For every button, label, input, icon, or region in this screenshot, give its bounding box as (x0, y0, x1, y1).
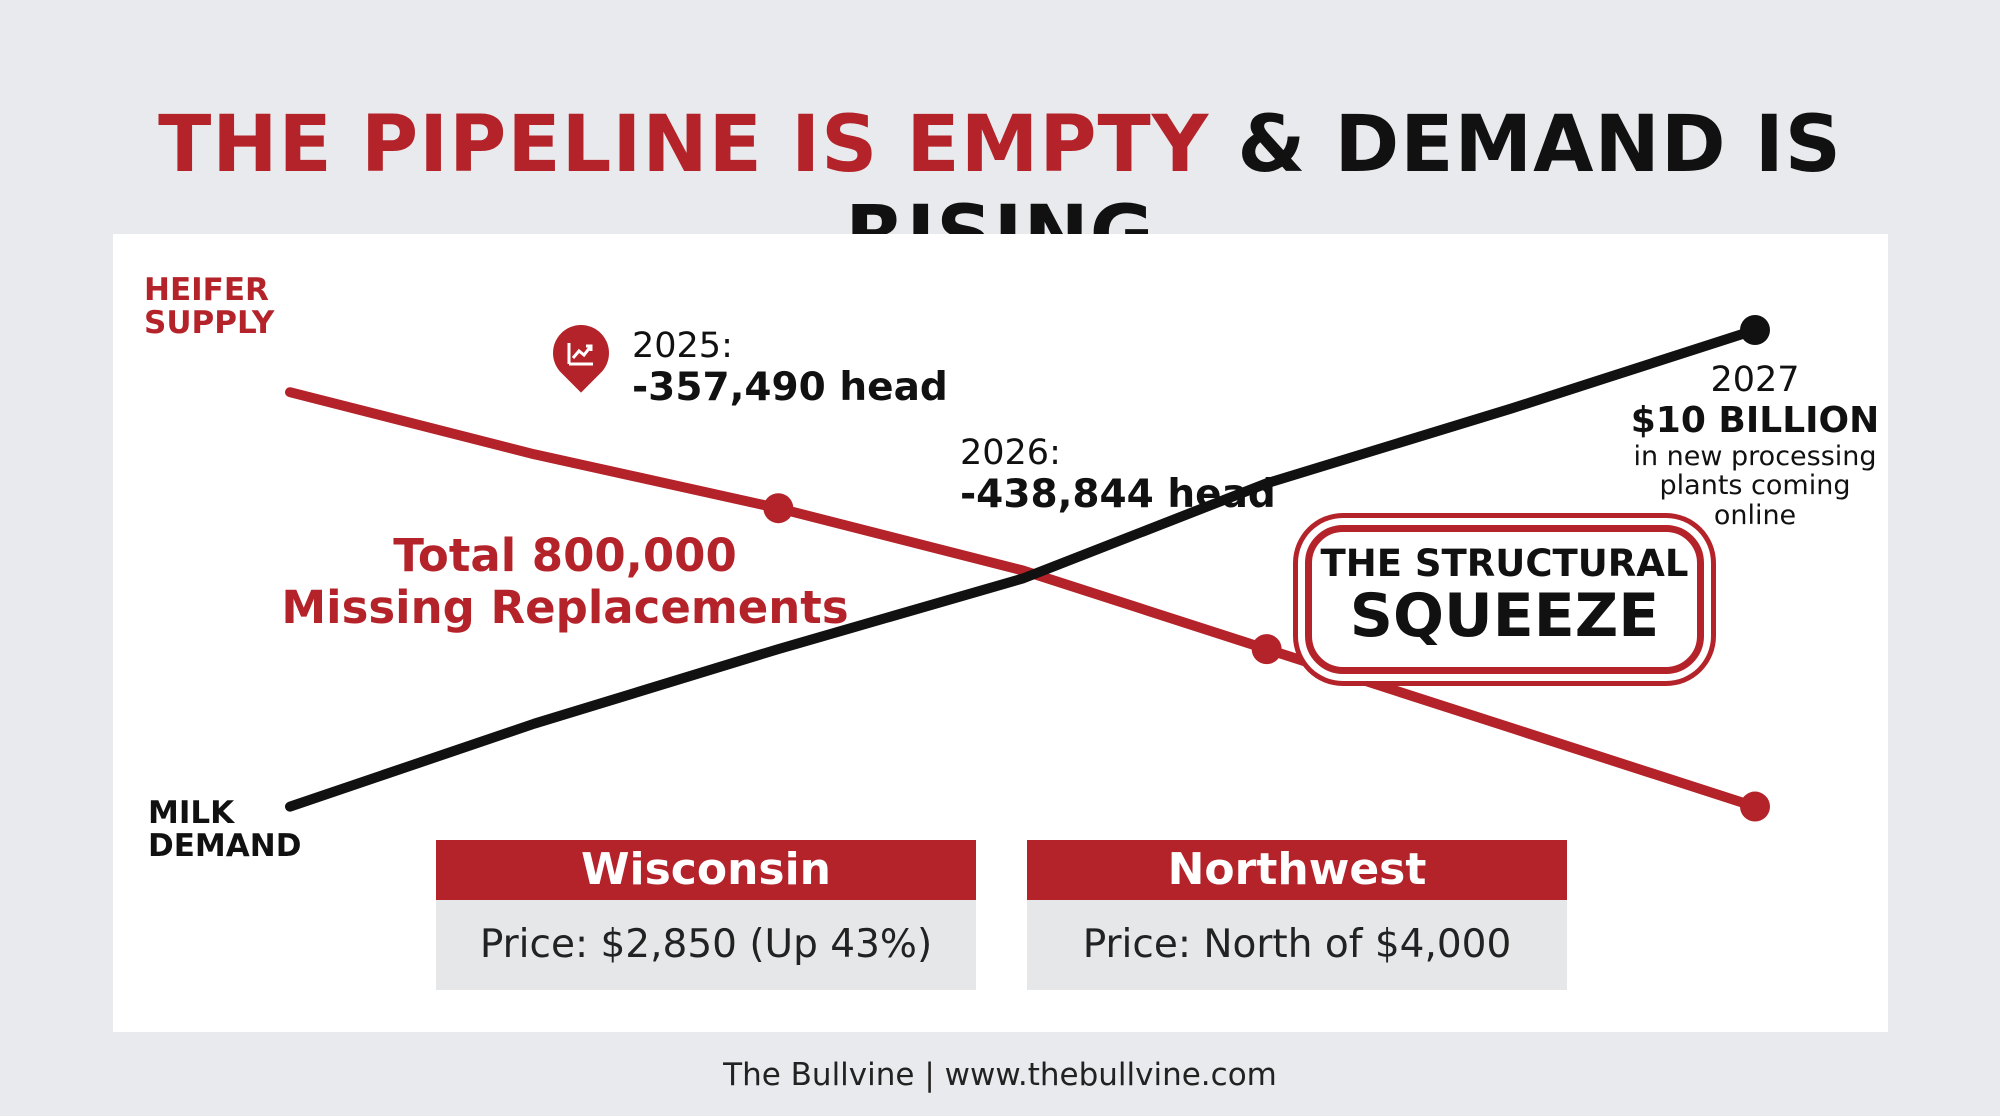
annotation-2027-value: $10 BILLION (1630, 400, 1880, 442)
milk-demand-label: MILK DEMAND (148, 797, 301, 862)
title-part-red: THE PIPELINE IS EMPTY (158, 100, 1210, 190)
data-point-heifer-2025 (763, 493, 794, 524)
region-price-northwest: Price: North of $4,000 (1082, 922, 1512, 967)
annotation-2025-year: 2025: (632, 326, 733, 366)
annotation-2025-value: -357,490 head (632, 365, 948, 411)
data-point-heifer-2026 (1251, 634, 1282, 665)
heifer-supply-label: HEIFER SUPPLY (144, 274, 274, 339)
annotation-2025: 2025: -357,490 head (632, 326, 948, 411)
region-name-northwest: Northwest (1027, 840, 1567, 900)
missing-line2: Missing Replacements (281, 580, 849, 634)
series-line-heifer-supply (285, 387, 1760, 812)
heifer-label-line2: SUPPLY (144, 304, 275, 341)
missing-line1: Total 800,000 (393, 529, 737, 582)
region-box-northwest: Northwest Price: North of $4,000 (1027, 840, 1567, 990)
data-point-heifer-2027 (1740, 791, 1770, 822)
milk-label-line2: DEMAND (148, 827, 302, 864)
heifer-label-line1: HEIFER (144, 272, 269, 308)
region-box-wisconsin: Wisconsin Price: $2,850 (Up 43%) (436, 840, 976, 990)
annotation-2027-line1: in new processing (1633, 440, 1877, 472)
annotation-2027-line3: online (1713, 500, 1797, 532)
annotation-2027: 2027 $10 BILLION in new processing plant… (1600, 360, 1910, 531)
structural-squeeze-badge: THE STRUCTURAL SQUEEZE (1305, 525, 1704, 674)
squeeze-line1: THE STRUCTURAL (1320, 542, 1689, 585)
annotation-2027-line2: plants coming (1659, 470, 1851, 502)
annotation-2027-year: 2027 (1710, 360, 1800, 400)
annotation-2026-value: -438,844 head (960, 472, 1276, 518)
region-price-wisconsin: Price: $2,850 (Up 43%) (479, 922, 933, 967)
milk-label-line1: MILK (148, 795, 235, 831)
page-title: THE PIPELINE IS EMPTY & DEMAND IS RISING (0, 100, 2000, 280)
squeeze-line2: SQUEEZE (1349, 581, 1660, 651)
footer-credit: The Bullvine | www.thebullvine.com (723, 1057, 1277, 1093)
annotation-2026-year: 2026: (960, 433, 1061, 473)
annotation-2026: 2026: -438,844 head (960, 433, 1276, 518)
data-point-demand-2027 (1740, 315, 1770, 345)
trend-chart-pin-icon (541, 313, 621, 393)
series-line-milk-demand (285, 325, 1760, 812)
missing-replacements-note: Total 800,000 Missing Replacements (270, 530, 860, 634)
region-name-wisconsin: Wisconsin (436, 840, 976, 900)
